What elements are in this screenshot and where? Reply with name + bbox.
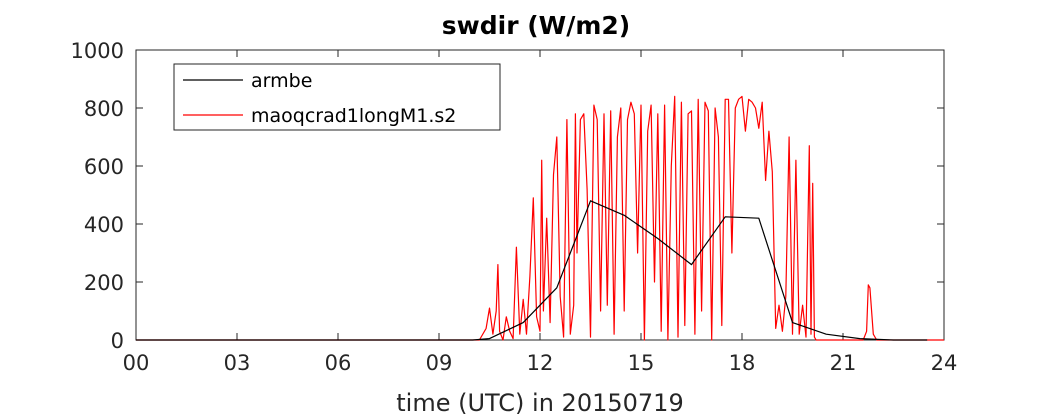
legend: armbe maoqcrad1longM1.s2 xyxy=(173,63,501,131)
y-tick-label: 600 xyxy=(84,155,124,179)
series-layer xyxy=(136,95,944,341)
y-tick-label: 1000 xyxy=(71,39,124,63)
y-tick-label: 0 xyxy=(111,329,124,353)
x-tick-label: 24 xyxy=(931,351,958,375)
x-tick-label: 03 xyxy=(224,351,251,375)
y-tick-label: 400 xyxy=(84,213,124,237)
x-axis-label: time (UTC) in 20150719 xyxy=(396,389,683,417)
legend-box xyxy=(173,63,501,131)
y-tick-label: 200 xyxy=(84,271,124,295)
legend-label-armbe: armbe xyxy=(251,70,312,92)
x-tick-label: 21 xyxy=(830,351,857,375)
x-tick-label: 06 xyxy=(325,351,352,375)
x-tick-label: 15 xyxy=(628,351,655,375)
series-line-armbe xyxy=(136,200,928,341)
chart-title: swdir (W/m2) xyxy=(442,11,630,40)
legend-label-maoqcrad1longM1: maoqcrad1longM1.s2 xyxy=(251,105,456,127)
series-line-maoqcrad1longM1 xyxy=(136,95,944,341)
y-tick-label: 800 xyxy=(84,97,124,121)
x-axis: 00 03 06 09 12 15 18 21 24 xyxy=(123,50,958,375)
x-tick-label: 00 xyxy=(123,351,150,375)
x-tick-label: 12 xyxy=(527,351,554,375)
x-tick-label: 18 xyxy=(729,351,756,375)
y-axis: 0 200 400 600 800 1000 xyxy=(71,39,944,353)
x-tick-label: 09 xyxy=(426,351,453,375)
